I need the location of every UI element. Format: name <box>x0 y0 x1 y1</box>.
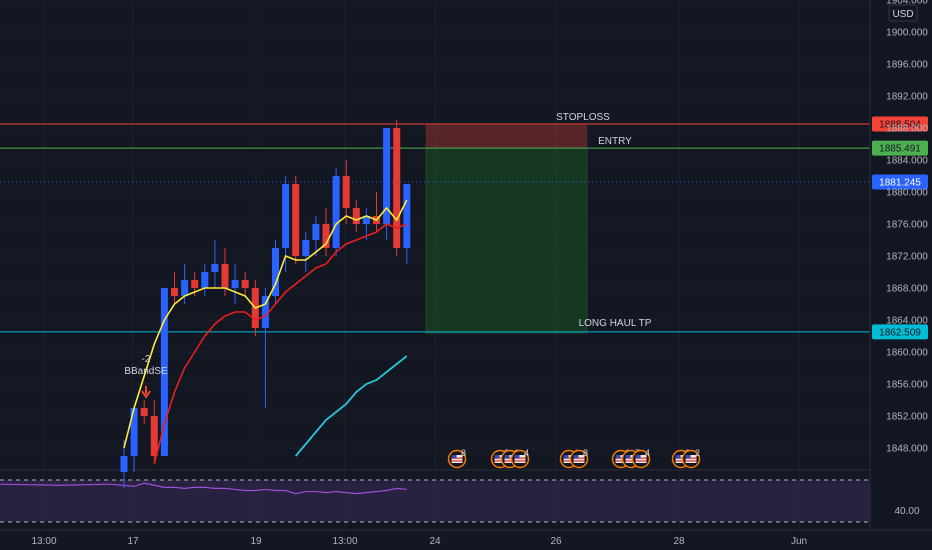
us-flag-event-icon[interactable]: 4 <box>510 448 530 469</box>
candle-body[interactable] <box>292 184 300 256</box>
stoploss-price-label: 1888.504 <box>879 119 921 130</box>
price-tick-label: 1880.000 <box>886 188 928 199</box>
candle-body[interactable] <box>241 280 249 288</box>
candle-body[interactable] <box>171 288 178 296</box>
long-haul-tp-price-label: 1862.509 <box>879 327 921 338</box>
candle-body[interactable] <box>272 248 279 296</box>
price-axis[interactable]: 1904.000 1900.000 1896.000 1892.000 1888.000… <box>869 0 928 530</box>
candle-body[interactable] <box>191 280 199 288</box>
stoploss-label: STOPLOSS <box>556 112 610 123</box>
price-tick-label: 1888.000 <box>886 124 928 135</box>
time-tick-label: 17 <box>127 536 139 547</box>
signal-value: -2 <box>142 354 151 365</box>
current-price-label: 1881.245 <box>879 178 921 189</box>
candle-body[interactable] <box>342 176 350 208</box>
currency-badge[interactable] <box>888 4 918 22</box>
grid <box>0 0 870 530</box>
event-count: 4 <box>645 448 650 458</box>
oscillator-line <box>0 482 407 495</box>
price-tick-label: 1892.000 <box>886 92 928 103</box>
oscillator-pane <box>0 469 870 523</box>
candle-body[interactable] <box>383 128 391 224</box>
us-flag-event-icon[interactable]: 8 <box>447 448 467 469</box>
time-tick-label: Jun <box>791 536 807 547</box>
candle-body[interactable] <box>312 224 320 240</box>
event-count: 2 <box>695 448 700 458</box>
currency-label: USD <box>892 9 913 20</box>
candle-body[interactable] <box>261 296 269 328</box>
price-tick-label: 1864.000 <box>886 316 928 327</box>
long-haul-tp-label: LONG HAUL TP <box>579 318 652 329</box>
candle-body[interactable] <box>120 456 128 472</box>
entry-price-label: 1885.491 <box>879 144 921 155</box>
long-haul-tp-price-tag[interactable] <box>872 324 928 340</box>
ma-yellow-line <box>123 199 408 449</box>
price-tick-label: 1860.000 <box>886 348 928 359</box>
event-count: 4 <box>524 448 529 458</box>
price-tick-label: 1848.000 <box>886 444 928 455</box>
candle-body[interactable] <box>211 264 219 272</box>
us-flag-event-icon[interactable]: 8 <box>569 448 589 469</box>
signal-label: BBandSE <box>124 366 168 377</box>
candle-body[interactable] <box>393 128 401 248</box>
candles <box>120 120 411 488</box>
price-tick-label: 1868.000 <box>886 284 928 295</box>
candle-body[interactable] <box>302 240 310 256</box>
candle-body[interactable] <box>352 208 360 224</box>
stoploss-price-tag[interactable] <box>872 116 928 132</box>
time-tick-label: 24 <box>429 536 441 547</box>
price-tick-label: 1904.000 <box>886 0 928 7</box>
candle-body[interactable] <box>130 408 138 456</box>
price-tick-label: 1852.000 <box>886 412 928 423</box>
price-levels: STOPLOSS 1888.504 ENTRY 1885.491 1881.245 LON… <box>0 112 928 340</box>
oscillator-tick-label: 40.00 <box>894 506 919 517</box>
price-tick-label: 1872.000 <box>886 252 928 263</box>
ma-red-line <box>153 223 408 465</box>
time-tick-label: 13:00 <box>31 536 56 547</box>
time-tick-label: 19 <box>250 536 262 547</box>
current-price-tag[interactable] <box>872 174 928 190</box>
candle-body[interactable] <box>181 280 189 296</box>
candle-body[interactable] <box>231 280 239 288</box>
us-flag-event-icon[interactable]: 4 <box>631 448 651 469</box>
candle-body[interactable] <box>140 408 148 416</box>
take-profit-zone[interactable] <box>425 147 588 334</box>
price-tick-label: 1876.000 <box>886 220 928 231</box>
candle-body[interactable] <box>201 272 209 288</box>
entry-price-tag[interactable] <box>872 140 928 156</box>
time-tick-label: 13:00 <box>332 536 357 547</box>
candle-body[interactable] <box>160 288 168 456</box>
entry-label: ENTRY <box>598 136 632 147</box>
price-tick-label: 1856.000 <box>886 380 928 391</box>
time-tick-label: 28 <box>673 536 685 547</box>
candle-body[interactable] <box>403 184 411 248</box>
candle-body[interactable] <box>322 224 330 248</box>
arrow-down-icon <box>141 386 151 399</box>
event-count: 8 <box>583 448 588 458</box>
us-flag-event-icon[interactable]: 2 <box>681 448 701 469</box>
price-tick-label: 1884.000 <box>886 156 928 167</box>
price-tick-label: 1896.000 <box>886 60 928 71</box>
strategy-signal: -2 BBandSE <box>124 354 168 399</box>
stoploss-zone[interactable] <box>425 124 588 149</box>
candle-body[interactable] <box>221 264 229 288</box>
candle-body[interactable] <box>150 416 158 456</box>
time-tick-label: 26 <box>550 536 562 547</box>
time-axis[interactable]: 13:00 17 19 13:00 24 26 28 Jun <box>0 529 932 547</box>
candle-body[interactable] <box>332 176 340 248</box>
event-badges[interactable]: 82644867422 <box>447 448 701 469</box>
candle-body[interactable] <box>362 216 370 224</box>
ma-cyan-line <box>295 355 408 457</box>
candle-body[interactable] <box>282 184 290 248</box>
price-tick-label: 1900.000 <box>886 28 928 39</box>
event-count: 8 <box>461 448 466 458</box>
